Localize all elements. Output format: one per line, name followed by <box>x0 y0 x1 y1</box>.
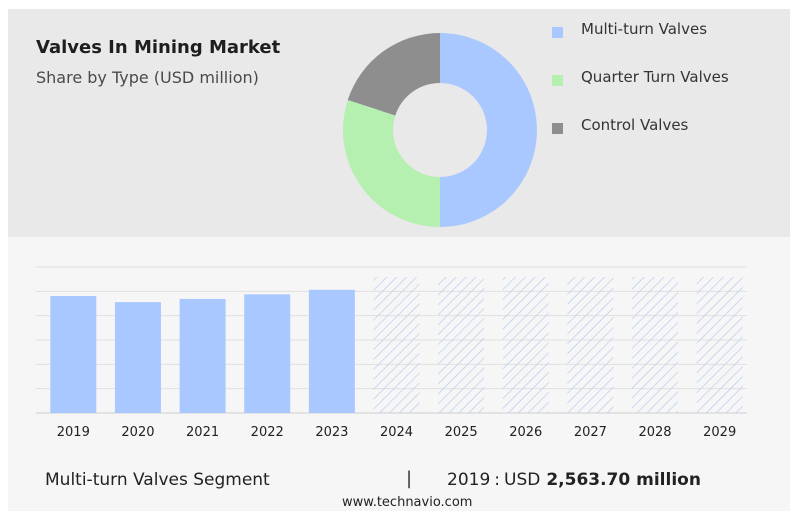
legend-swatch <box>552 75 563 86</box>
x-tick-label: 2022 <box>251 425 284 440</box>
legend-swatch <box>552 27 563 38</box>
legend-label: Multi-turn Valves <box>581 20 708 38</box>
segment-value: 2,563.70 million <box>546 470 701 490</box>
legend-swatch <box>552 123 563 134</box>
bar-2021 <box>179 298 226 413</box>
segment-label: Multi-turn Valves Segment <box>45 470 270 490</box>
x-tick-label: 2026 <box>509 425 542 440</box>
forecast-bar-2028 <box>632 277 679 413</box>
chart-title: Valves In Mining Market <box>36 37 281 58</box>
forecast-bar-2026 <box>502 277 549 413</box>
footer-separator: | <box>406 468 413 489</box>
bar-2022 <box>244 294 291 413</box>
x-tick-label: 2029 <box>703 425 736 440</box>
x-tick-label: 2019 <box>57 425 90 440</box>
segment-colon: : <box>494 470 500 490</box>
bar-2020 <box>114 302 161 413</box>
bar-2023 <box>308 289 355 413</box>
segment-year: 2019 <box>447 470 491 490</box>
donut-slice-0 <box>440 33 537 227</box>
x-tick-label: 2027 <box>574 425 607 440</box>
forecast-bar-2027 <box>567 277 614 413</box>
bar-2019 <box>50 296 97 413</box>
donut-slice-1 <box>343 100 440 227</box>
x-tick-label: 2023 <box>315 425 348 440</box>
forecast-bar-2024 <box>373 277 420 413</box>
site-url: www.technavio.com <box>342 495 473 510</box>
x-tick-label: 2020 <box>121 425 154 440</box>
donut-slice-2 <box>347 33 440 116</box>
forecast-bar-2029 <box>696 277 743 413</box>
chart-subtitle: Share by Type (USD million) <box>36 68 259 87</box>
segment-currency: USD <box>504 470 541 490</box>
x-tick-label: 2021 <box>186 425 219 440</box>
donut-chart <box>343 33 537 227</box>
x-tick-label: 2028 <box>638 425 671 440</box>
forecast-bar-2025 <box>438 277 485 413</box>
legend-label: Quarter Turn Valves <box>581 68 729 86</box>
x-tick-label: 2024 <box>380 425 413 440</box>
segment-value-line: 2019: USD 2,563.70 million <box>447 470 701 490</box>
x-tick-label: 2025 <box>445 425 478 440</box>
legend-label: Control Valves <box>581 116 689 134</box>
